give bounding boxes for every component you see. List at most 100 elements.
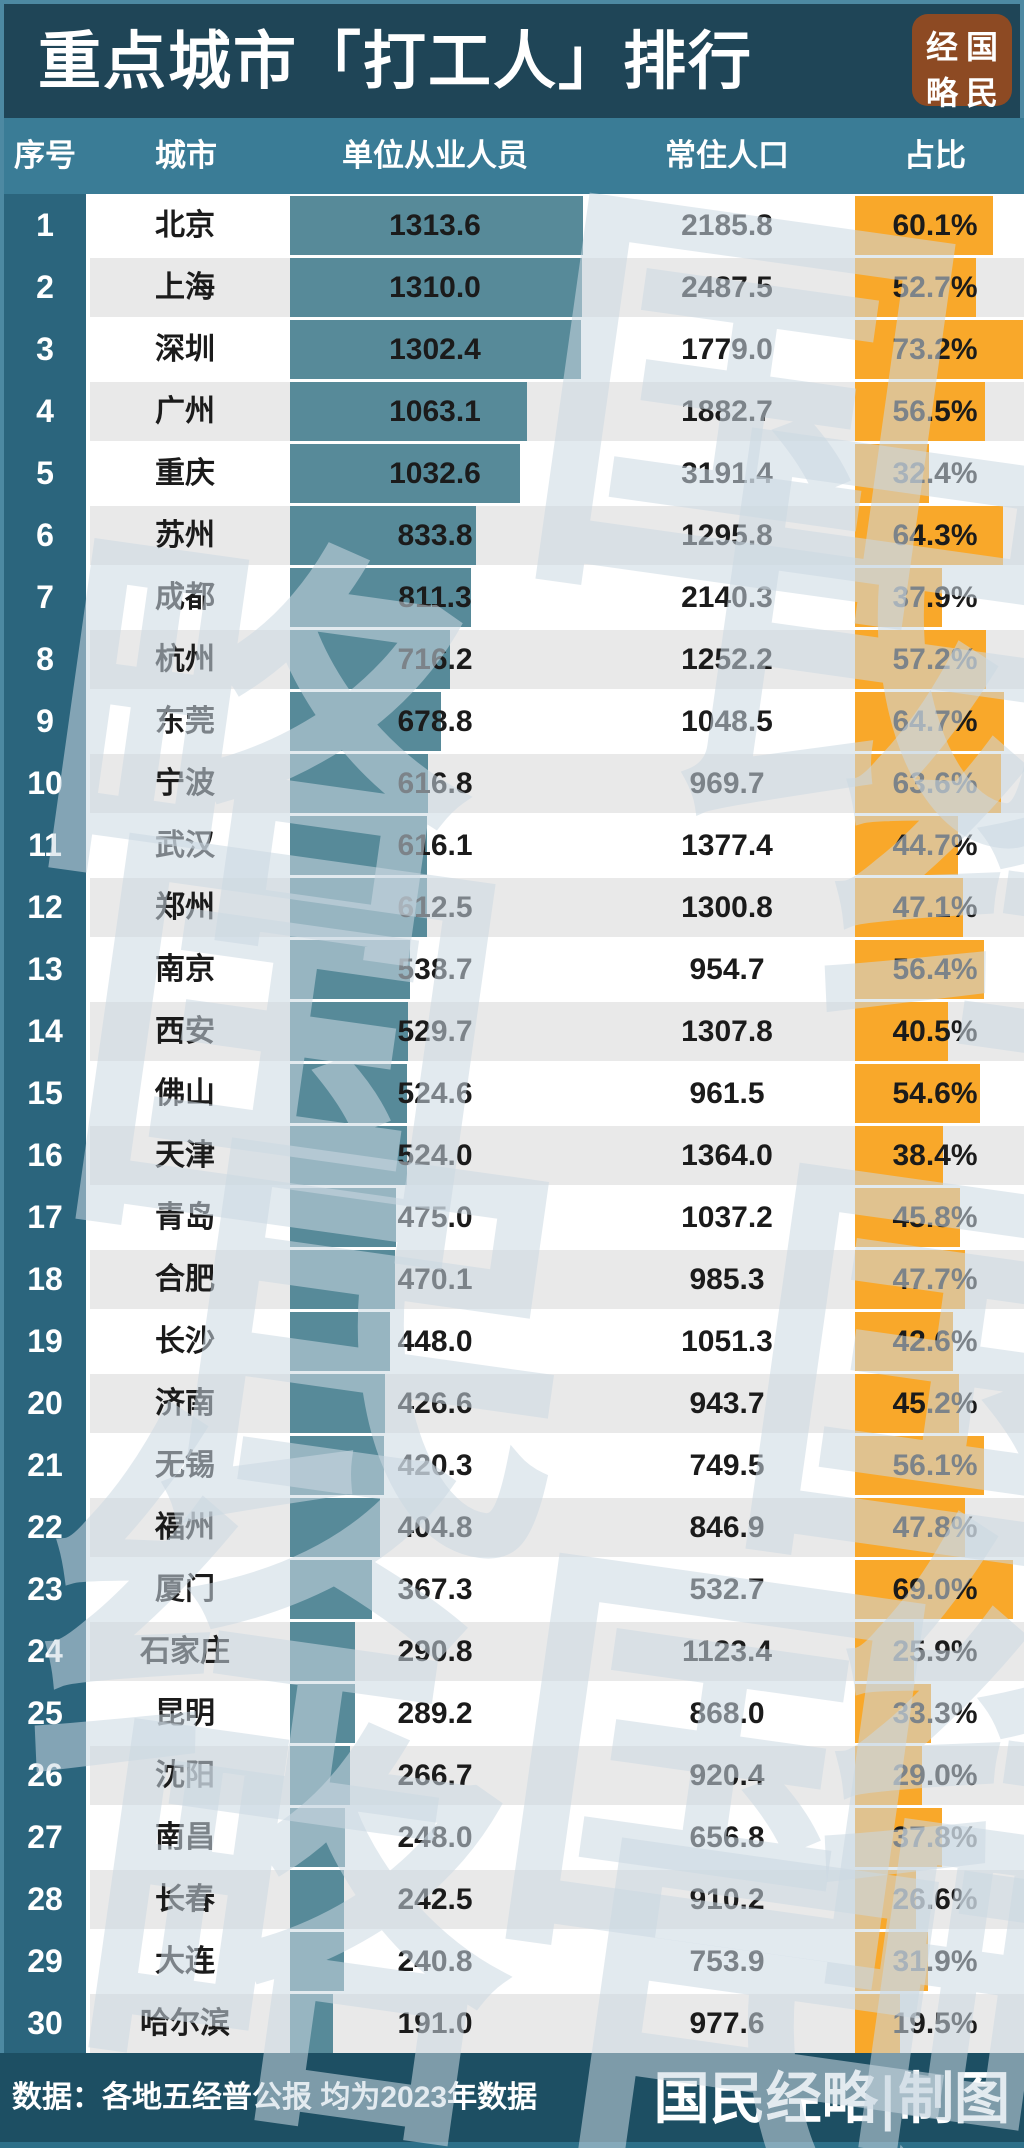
employed-value: 538.7 xyxy=(397,953,473,986)
population-value: 1364.0 xyxy=(681,1139,773,1172)
city-cell: 青岛 xyxy=(155,1201,215,1234)
city-cell: 厦门 xyxy=(155,1573,215,1606)
table-row: 武汉 616.1 1377.4 44.7% xyxy=(90,816,1024,875)
ratio-bar xyxy=(855,444,930,503)
ratio-value: 29.0% xyxy=(892,1759,978,1792)
ratio-bar xyxy=(855,258,976,317)
ratio-value: 44.7% xyxy=(892,829,978,862)
employed-value: 470.1 xyxy=(397,1263,473,1296)
table-row: 杭州 716.2 1252.2 57.2% xyxy=(90,630,1024,689)
brand-badge: 经 国 略 民 xyxy=(912,14,1012,112)
rank-cell: 18 xyxy=(27,1261,63,1297)
city-cell: 昆明 xyxy=(155,1697,215,1730)
rank-cell: 14 xyxy=(27,1013,63,1049)
ratio-bar xyxy=(855,1064,981,1123)
ratio-bar xyxy=(855,196,993,255)
table-row: 成都 811.3 2140.3 37.9% xyxy=(90,568,1024,627)
employed-value: 612.5 xyxy=(397,891,473,924)
employed-value: 191.0 xyxy=(397,2007,473,2040)
badge-char: 国 xyxy=(965,28,998,66)
employed-value: 524.6 xyxy=(397,1077,473,1110)
page-title: 重点城市「打工人」排行 xyxy=(38,27,753,97)
city-cell: 石家庄 xyxy=(140,1635,230,1668)
ratio-bar xyxy=(855,878,964,937)
ratio-bar xyxy=(855,1746,922,1805)
city-cell: 北京 xyxy=(155,209,215,242)
employed-value: 616.8 xyxy=(397,767,473,800)
credit-note: 国民经略|制图 xyxy=(653,2066,1010,2132)
population-value: 2140.3 xyxy=(681,581,773,614)
table-row: 深圳 1302.4 1779.0 73.2% xyxy=(90,320,1024,379)
city-cell: 合肥 xyxy=(155,1263,215,1296)
table-row: 长沙 448.0 1051.3 42.6% xyxy=(90,1312,1024,1371)
ratio-bar xyxy=(855,1498,965,1557)
employed-bar xyxy=(290,878,427,937)
ratio-bar xyxy=(855,1002,948,1061)
city-cell: 南昌 xyxy=(155,1821,215,1854)
ratio-value: 45.8% xyxy=(892,1201,978,1234)
employed-bar xyxy=(290,196,583,255)
employed-bar xyxy=(290,320,581,379)
ratio-bar xyxy=(855,630,987,689)
employed-value: 242.5 xyxy=(397,1883,473,1916)
employed-bar xyxy=(290,1994,333,2053)
employed-value: 248.0 xyxy=(397,1821,473,1854)
employed-bar xyxy=(290,754,428,813)
rank-cell: 7 xyxy=(36,579,54,615)
rank-cell: 15 xyxy=(27,1075,63,1111)
badge-char: 略 xyxy=(925,74,958,112)
population-value: 532.7 xyxy=(689,1573,765,1606)
data-source-note: 数据：各地五经普公报 均为2023年数据 xyxy=(12,2081,538,2114)
employed-value: 426.6 xyxy=(397,1387,473,1420)
ratio-value: 54.6% xyxy=(892,1077,978,1110)
population-value: 1295.8 xyxy=(681,519,773,552)
table-row: 上海 1310.0 2487.5 52.7% xyxy=(90,258,1024,317)
population-value: 977.6 xyxy=(689,2007,765,2040)
employed-bar xyxy=(290,568,471,627)
ratio-bar xyxy=(855,1994,900,2053)
rank-cell: 26 xyxy=(27,1757,63,1793)
employed-bar xyxy=(290,1498,381,1557)
rank-cell: 29 xyxy=(27,1943,63,1979)
city-cell: 哈尔滨 xyxy=(140,2007,230,2040)
employed-value: 616.1 xyxy=(397,829,473,862)
population-value: 985.3 xyxy=(689,1263,765,1296)
ratio-value: 63.6% xyxy=(892,767,978,800)
table-row: 大连 240.8 753.9 31.9% xyxy=(90,1932,1024,1991)
city-cell: 南京 xyxy=(155,953,215,986)
ratio-bar xyxy=(855,1932,929,1991)
employed-value: 1032.6 xyxy=(389,457,481,490)
population-value: 868.0 xyxy=(689,1697,765,1730)
ratio-value: 47.7% xyxy=(892,1263,978,1296)
ratio-bar xyxy=(855,1374,959,1433)
ratio-bar xyxy=(855,1250,965,1309)
rank-cell: 4 xyxy=(36,393,54,429)
ratio-bar xyxy=(855,1870,916,1929)
ratio-value: 56.4% xyxy=(892,953,978,986)
rank-cell: 2 xyxy=(36,269,54,305)
population-value: 1252.2 xyxy=(681,643,773,676)
ratio-bar xyxy=(855,692,1004,751)
population-value: 3191.4 xyxy=(681,457,773,490)
ratio-value: 37.8% xyxy=(892,1821,978,1854)
employed-value: 716.2 xyxy=(397,643,473,676)
ratio-bar xyxy=(855,382,985,441)
population-value: 954.7 xyxy=(689,953,765,986)
ratio-bar xyxy=(855,568,942,627)
employed-value: 811.3 xyxy=(398,581,472,614)
table-row: 宁波 616.8 969.7 63.6% xyxy=(90,754,1024,813)
city-cell: 武汉 xyxy=(155,829,215,862)
employed-bar xyxy=(290,692,442,751)
employed-bar xyxy=(290,630,450,689)
employed-bar xyxy=(290,1312,390,1371)
ratio-value: 56.5% xyxy=(892,395,978,428)
employed-bar xyxy=(290,382,528,441)
population-value: 1037.2 xyxy=(681,1201,773,1234)
employed-bar xyxy=(290,1002,409,1061)
population-value: 2487.5 xyxy=(681,271,773,304)
column-header-rank: 序号 xyxy=(14,138,76,173)
city-cell: 大连 xyxy=(155,1945,215,1978)
rank-cell: 11 xyxy=(28,827,62,863)
employed-bar xyxy=(290,1374,386,1433)
